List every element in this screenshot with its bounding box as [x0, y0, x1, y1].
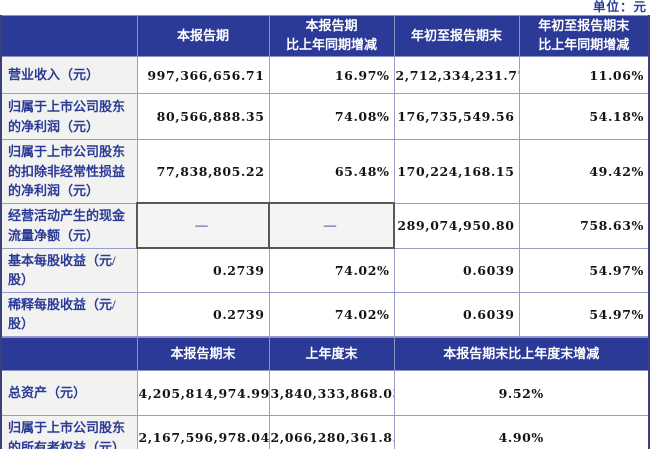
cell-value: 758.63%	[518, 202, 650, 249]
cell-value: 3,840,333,868.03	[268, 370, 395, 416]
cell-value: 4,205,814,974.99	[136, 370, 270, 416]
cell-value: 65.48%	[268, 139, 395, 204]
row-label: 归属于上市公司股东的所有者权益（元）	[0, 415, 138, 449]
row-label: 归属于上市公司股东的扣除非经常性损益的净利润（元）	[0, 139, 138, 204]
balance-items-section: 本报告期末 上年度末 本报告期末比上年度末增减 总资产（元） 4,205,814…	[0, 337, 650, 449]
cell-value: 2,712,334,231.77	[393, 56, 520, 94]
column-header-year-to-date-change: 年初至报告期末 比上年同期增减	[518, 15, 650, 57]
unit-label: 单位：元	[592, 0, 647, 14]
key-financials-table: 本报告期 本报告期 比上年同期增减 年初至报告期末 年初至报告期末 比上年同期增…	[0, 15, 650, 381]
cell-value: 289,074,950.80	[393, 202, 520, 249]
cell-value: 2,066,280,361.85	[268, 415, 395, 449]
cell-value: 54.97%	[518, 291, 650, 337]
table-row-total-assets: 总资产（元） 4,205,814,974.99 3,840,333,868.03…	[0, 370, 650, 416]
cell-value: 9.52%	[393, 370, 650, 416]
cell-value-dash: —	[136, 202, 270, 249]
cell-value: 0.2739	[136, 291, 270, 337]
cell-value: 11.06%	[518, 56, 650, 94]
column-header-current-period: 本报告期	[136, 15, 270, 57]
cell-value: 0.6039	[393, 247, 520, 293]
column-header-prior-year-end: 上年度末	[268, 337, 395, 371]
row-label: 归属于上市公司股东的净利润（元）	[0, 93, 138, 140]
cell-value: 80,566,888.35	[136, 93, 270, 140]
table-row-revenue: 营业收入（元） 997,366,656.71 16.97% 2,712,334,…	[0, 56, 650, 94]
table-row-net-profit-excl-nonrecurring: 归属于上市公司股东的扣除非经常性损益的净利润（元） 77,838,805.22 …	[0, 139, 650, 204]
column-header-period-end: 本报告期末	[136, 337, 270, 371]
cell-value: 997,366,656.71	[136, 56, 270, 94]
cell-value: 170,224,168.15	[393, 139, 520, 204]
cell-value: 54.97%	[518, 247, 650, 293]
key-financials-section: 本报告期 本报告期 比上年同期增减 年初至报告期末 年初至报告期末 比上年同期增…	[0, 15, 650, 381]
column-header-current-period-change: 本报告期 比上年同期增减	[268, 15, 395, 57]
row-label: 总资产（元）	[0, 370, 138, 416]
row-label: 稀释每股收益（元/股）	[0, 291, 138, 337]
cell-value-dash: —	[268, 202, 395, 249]
cell-value: 49.42%	[518, 139, 650, 204]
cell-value: 0.2739	[136, 247, 270, 293]
cell-value: 54.18%	[518, 93, 650, 140]
cell-value: 74.08%	[268, 93, 395, 140]
column-header-year-to-date: 年初至报告期末	[393, 15, 520, 57]
table-header-row: 本报告期 本报告期 比上年同期增减 年初至报告期末 年初至报告期末 比上年同期增…	[0, 15, 650, 57]
cell-value: 74.02%	[268, 247, 395, 293]
column-header-period-end-change: 本报告期末比上年度末增减	[393, 337, 650, 371]
cell-value: 2,167,596,978.04	[136, 415, 270, 449]
cell-value: 4.90%	[393, 415, 650, 449]
row-label: 经营活动产生的现金流量净额（元）	[0, 202, 138, 249]
cell-value: 176,735,549.56	[393, 93, 520, 140]
column-header-blank	[0, 337, 138, 371]
balance-items-table: 本报告期末 上年度末 本报告期末比上年度末增减 总资产（元） 4,205,814…	[0, 337, 650, 449]
table-row-net-profit: 归属于上市公司股东的净利润（元） 80,566,888.35 74.08% 17…	[0, 93, 650, 140]
cell-value: 0.6039	[393, 291, 520, 337]
table-row-shareholders-equity: 归属于上市公司股东的所有者权益（元） 2,167,596,978.04 2,06…	[0, 415, 650, 449]
table-row-diluted-eps: 稀释每股收益（元/股） 0.2739 74.02% 0.6039 54.97%	[0, 291, 650, 337]
row-label: 基本每股收益（元/股）	[0, 247, 138, 293]
table-row-basic-eps: 基本每股收益（元/股） 0.2739 74.02% 0.6039 54.97%	[0, 247, 650, 293]
cell-value: 77,838,805.22	[136, 139, 270, 204]
cell-value: 16.97%	[268, 56, 395, 94]
table-row-operating-cash-flow: 经营活动产生的现金流量净额（元） — — 289,074,950.80 758.…	[0, 202, 650, 249]
column-header-blank	[0, 15, 138, 57]
table-header-row: 本报告期末 上年度末 本报告期末比上年度末增减	[0, 337, 650, 371]
row-label: 营业收入（元）	[0, 56, 138, 94]
cell-value: 74.02%	[268, 291, 395, 337]
